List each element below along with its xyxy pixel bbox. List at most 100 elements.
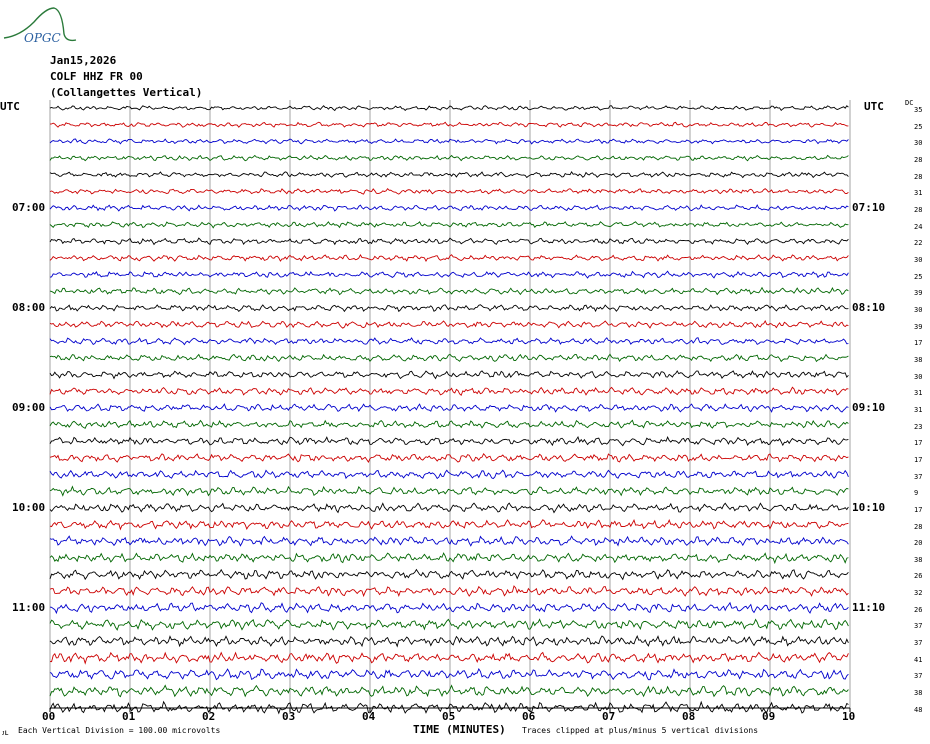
seismic-trace [49,485,849,497]
seismic-trace [49,453,849,464]
time-label-left: 11:00 [12,600,46,614]
seismic-trace [49,651,849,665]
time-label-left: 09:00 [12,400,46,414]
seismic-trace [49,502,849,514]
x-tick-label: 09 [762,710,776,723]
x-tick-label: 03 [282,710,296,723]
seismic-trace [49,635,849,648]
dc-value: 17 [914,505,923,514]
x-tick-label: 05 [442,710,456,723]
seismic-trace [49,171,849,179]
dc-value: 28 [914,205,923,214]
seismic-trace [49,138,849,145]
dc-value: 38 [914,355,923,364]
dc-value: 28 [914,172,923,181]
seismic-trace [49,436,849,447]
seismic-trace [49,304,849,313]
logo-text: OPGC [24,31,61,44]
header-date: Jan15,2026 [50,54,117,67]
x-tick-label: 01 [122,710,136,723]
dc-value: 25 [914,272,923,281]
x-tick-label: 02 [202,710,216,723]
time-label-right: 08:10 [852,300,886,314]
seismic-trace [49,469,849,480]
dc-value: 20 [914,539,923,548]
time-label-right: 11:10 [852,600,886,614]
dc-value: 25 [914,122,923,131]
header-location: (Collangettes Vertical) [50,86,203,99]
x-tick-label: 00 [42,710,56,723]
dc-label: DC [905,99,914,107]
time-label-right: 07:10 [852,200,886,214]
dc-value: 31 [914,389,923,398]
dc-value: 17 [914,455,923,464]
dc-value: 17 [914,439,923,448]
seismic-trace [49,684,849,698]
dc-value: 17 [914,339,923,348]
dc-value: 30 [914,139,923,148]
seismic-trace [49,518,849,531]
time-label-right: 09:10 [852,400,886,414]
time-label-left: 07:00 [12,200,46,214]
utc-label-left: UTC [0,100,20,113]
dc-value: 37 [914,622,923,631]
utc-label-right: UTC [864,100,884,113]
dc-value: 26 [914,605,923,614]
seismic-trace [49,568,849,581]
clip-note: Traces clipped at plus/minus 5 vertical … [522,726,759,735]
seismic-trace [49,667,849,681]
seismic-trace [49,319,849,329]
logo-mountain-curve [3,7,77,42]
time-label-left: 08:00 [12,300,46,314]
dc-value: 37 [914,639,923,648]
footer-mark: ᴊʟ [2,728,10,737]
seismic-trace [49,237,849,246]
seismic-trace [49,154,849,162]
dc-value: 39 [914,289,923,298]
x-tick-label: 06 [522,710,536,723]
seismic-trace [49,253,849,262]
dc-value: 9 [914,489,919,498]
seismic-trace [49,121,849,128]
dc-value: 35 [914,106,923,114]
seismic-trace [49,535,849,547]
time-label-left: 10:00 [12,500,46,514]
dc-value: 39 [914,322,923,331]
x-tick-label: 10 [842,710,856,723]
seismic-trace [49,601,849,615]
dc-value: 26 [914,572,923,581]
dc-value: 23 [914,422,923,431]
dc-value: 37 [914,472,923,481]
seismic-trace [49,403,849,413]
seismic-trace [49,419,849,429]
x-tick-label: 08 [682,710,696,723]
seismic-trace [49,105,849,112]
seismic-trace [49,337,849,346]
dc-value: 31 [914,405,923,414]
dc-value: 31 [914,189,923,198]
dc-value: 30 [914,372,923,381]
header-station: COLF HHZ FR 00 [50,70,143,83]
seismic-trace [49,353,849,363]
dc-value: 28 [914,155,923,164]
seismic-trace [49,618,849,631]
dc-value: 28 [914,522,923,531]
dc-value: 30 [914,255,923,264]
seismic-trace [49,552,849,565]
dc-value: 48 [914,705,923,714]
opgc-logo: OPGC [3,7,77,44]
seismic-trace [49,585,849,598]
seismic-trace [49,188,849,195]
seismic-trace [49,270,849,279]
dc-value: 22 [914,239,923,248]
seismic-trace [49,370,849,380]
seismic-trace [49,204,849,212]
dc-value: 32 [914,589,923,598]
dc-value: 37 [914,672,923,681]
dc-value: 24 [914,222,923,231]
seismic-trace [49,700,849,715]
dc-value: 38 [914,689,923,698]
seismic-trace [49,386,849,397]
vertical-division-note: Each Vertical Division = 100.00 microvol… [18,726,221,735]
